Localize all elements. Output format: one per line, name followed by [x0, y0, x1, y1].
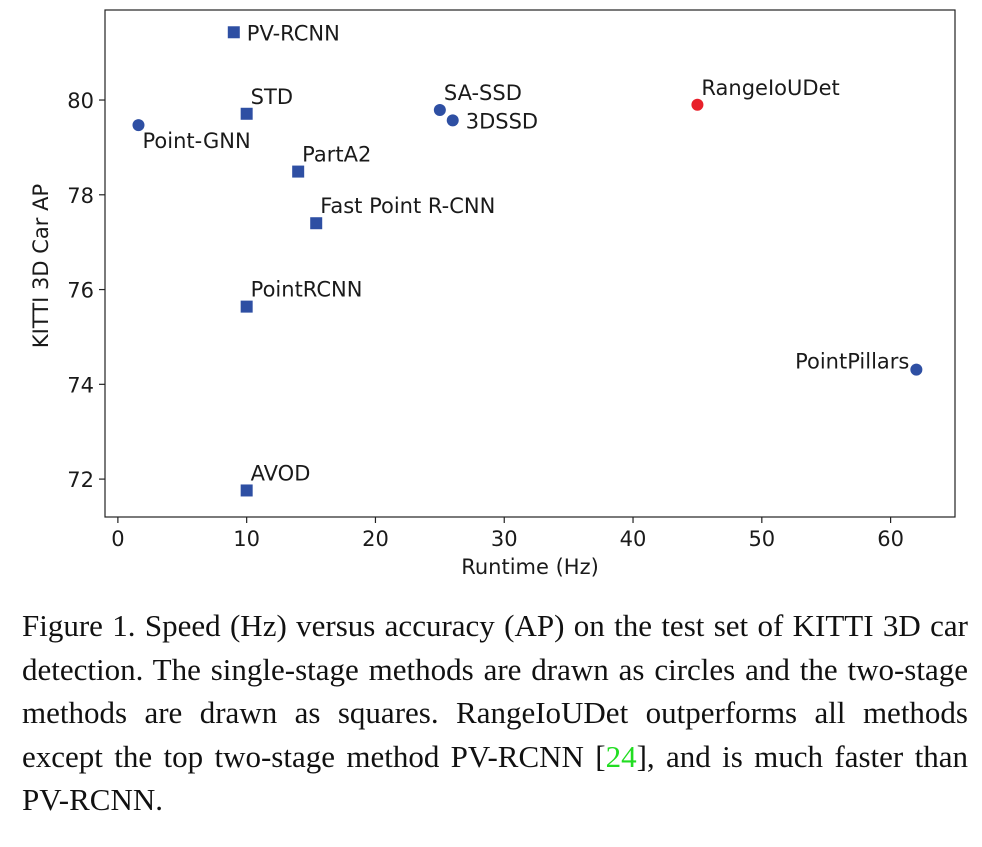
point-marker-square: [240, 107, 253, 120]
y-tick-label: 80: [67, 89, 94, 113]
point-label: PartA2: [302, 143, 371, 167]
plot-frame: [104, 9, 956, 518]
point-marker-circle: [910, 363, 923, 376]
point-label: PointPillars: [795, 350, 909, 374]
x-tick-label: 20: [362, 527, 389, 551]
point-label: PointRCNN: [251, 278, 363, 302]
x-tick-label: 40: [620, 527, 647, 551]
point-label: SA-SSD: [444, 81, 522, 105]
x-tick-label: 0: [111, 527, 124, 551]
point-marker-square: [240, 300, 253, 313]
point-marker-square: [227, 26, 240, 39]
scatter-chart: 0 10 20 30 40 50 60 72 74 76 78 80 PV-RCNN STDPoint-…: [29, 9, 956, 579]
y-tick-label: 72: [67, 468, 94, 492]
point-marker-circle: [691, 98, 704, 111]
caption-text-before: Figure 1. Speed (Hz) versus accuracy (AP…: [22, 608, 968, 774]
point-marker-circle: [132, 119, 145, 132]
point-label: STD: [251, 85, 293, 109]
point-marker-circle: [433, 103, 446, 116]
point-label: Point-GNN: [142, 129, 250, 153]
x-tick-label: 50: [748, 527, 775, 551]
axes: 0 10 20 30 40 50 60 72 74 76 78 80: [67, 9, 956, 551]
point-label: 3DSSD: [466, 109, 538, 133]
x-tick-label: 60: [877, 527, 904, 551]
point-label: PV-RCNN: [247, 21, 340, 45]
figure-caption: Figure 1. Speed (Hz) versus accuracy (AP…: [22, 604, 968, 822]
point-label: RangeIoUDet: [701, 76, 839, 100]
y-axis-title: KITTI 3D Car AP: [29, 184, 53, 348]
point-marker-square: [240, 484, 253, 497]
x-axis-title: Runtime (Hz): [461, 555, 599, 579]
citation-link[interactable]: 24: [605, 738, 637, 774]
caption-text-after: ], and is much faster than PV-RCNN.: [22, 738, 968, 818]
point-marker-square: [310, 217, 323, 230]
point-label: AVOD: [251, 461, 311, 485]
y-tick-label: 78: [67, 184, 94, 208]
point-label: Fast Point R-CNN: [320, 194, 495, 218]
point-marker-square: [292, 165, 305, 178]
y-tick-label: 76: [67, 279, 94, 303]
x-tick-label: 30: [491, 527, 518, 551]
x-tick-label: 10: [233, 527, 260, 551]
point-marker-circle: [446, 114, 459, 127]
y-tick-label: 74: [67, 373, 94, 397]
